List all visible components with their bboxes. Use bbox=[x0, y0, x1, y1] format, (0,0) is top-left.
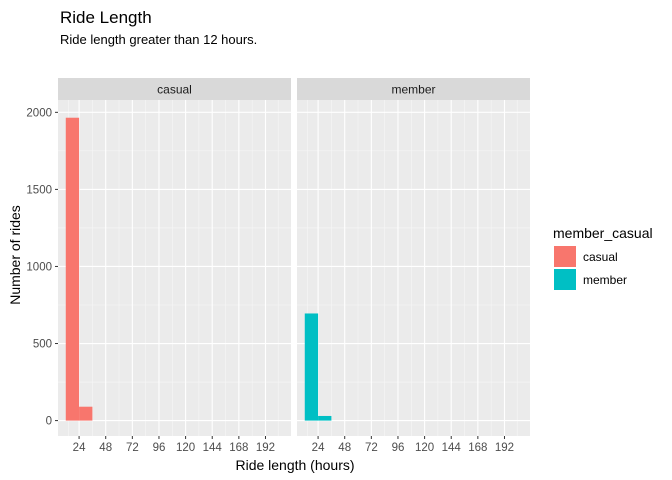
x-tick-label: 96 bbox=[153, 442, 166, 454]
x-tick-label: 48 bbox=[338, 442, 351, 454]
bar-member bbox=[318, 415, 332, 421]
strip-casual bbox=[58, 78, 291, 100]
panel-background bbox=[58, 100, 291, 436]
x-tick-label: 168 bbox=[468, 442, 487, 454]
panel-casual: casual 24 48 72 96 120 144 168 192 bbox=[58, 78, 291, 454]
strip-member bbox=[297, 78, 530, 100]
x-tick-label: 120 bbox=[176, 442, 195, 454]
legend-key-member bbox=[554, 269, 576, 290]
x-tick-label: 24 bbox=[73, 442, 86, 454]
y-tick-label: 2000 bbox=[26, 107, 52, 119]
legend-title: member_casual bbox=[553, 225, 653, 241]
bar-member bbox=[304, 313, 319, 421]
x-tick-label: 192 bbox=[256, 442, 275, 454]
y-tick-label: 1000 bbox=[26, 261, 52, 273]
bar-casual bbox=[79, 406, 93, 421]
chart-title: Ride Length bbox=[60, 8, 152, 27]
x-tick-label: 120 bbox=[415, 442, 434, 454]
y-tick-label: 500 bbox=[33, 339, 52, 351]
y-tick-label: 0 bbox=[46, 416, 52, 428]
legend-key-casual bbox=[554, 246, 576, 267]
y-tick-label: 1500 bbox=[26, 184, 52, 196]
x-axis-title: Ride length (hours) bbox=[235, 457, 354, 473]
panels: casual 24 48 72 96 120 144 168 192 member 24 48 72 96… bbox=[58, 78, 530, 454]
x-tick-label: 192 bbox=[495, 442, 514, 454]
x-tick-label: 48 bbox=[99, 442, 112, 454]
x-tick-label: 96 bbox=[392, 442, 405, 454]
x-tick-label: 72 bbox=[126, 442, 139, 454]
x-tick-label: 168 bbox=[229, 442, 248, 454]
y-axis: 0 500 1000 1500 2000 bbox=[26, 107, 58, 428]
chart-subtitle: Ride length greater than 12 hours. bbox=[60, 32, 257, 47]
bar-casual bbox=[65, 117, 80, 421]
x-tick-label: 24 bbox=[312, 442, 325, 454]
legend: member_casual casual member bbox=[553, 225, 653, 290]
panel-member: member 24 48 72 96 120 144 168 192 bbox=[297, 78, 530, 454]
strip-label: casual bbox=[157, 83, 192, 97]
strip-label: member bbox=[391, 83, 435, 97]
y-axis-title: Number of rides bbox=[7, 205, 23, 305]
x-tick-label: 72 bbox=[365, 442, 378, 454]
x-tick-label: 144 bbox=[442, 442, 462, 454]
x-tick-label: 144 bbox=[203, 442, 223, 454]
legend-label-casual: casual bbox=[583, 250, 618, 264]
legend-label-member: member bbox=[583, 273, 627, 287]
panel-background bbox=[297, 100, 530, 436]
